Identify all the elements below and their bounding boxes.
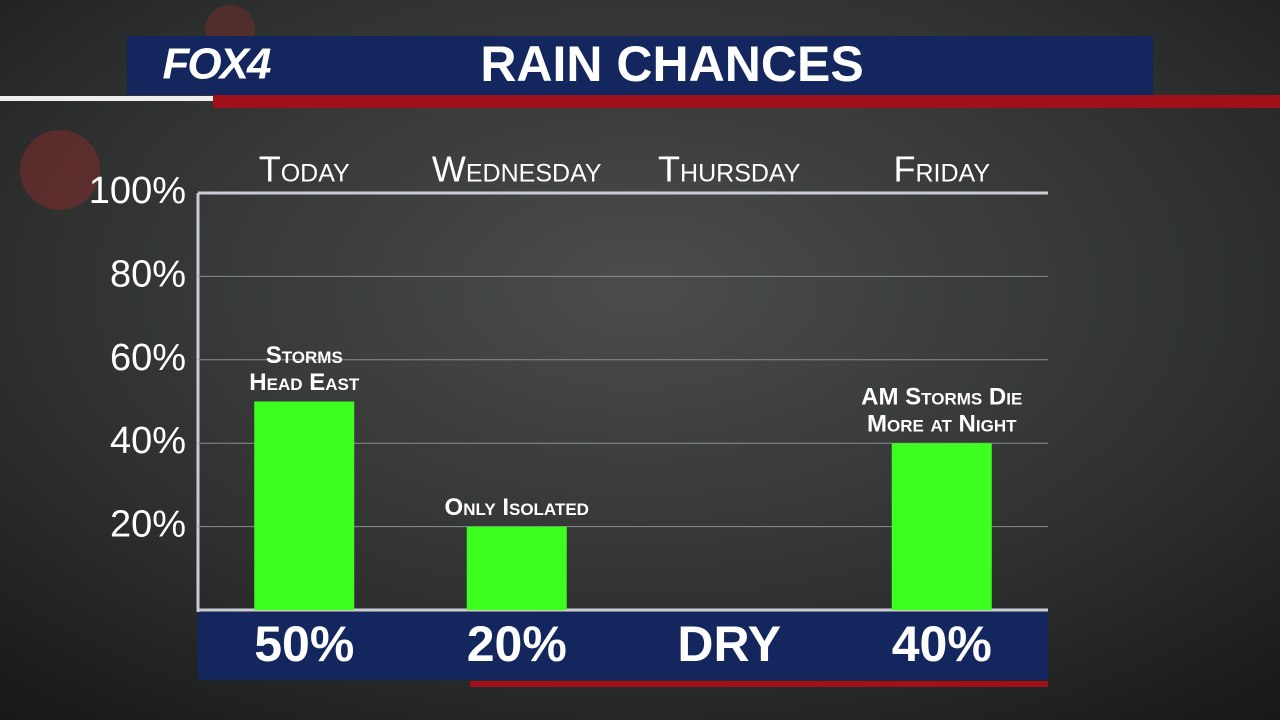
chart-title: RAIN CHANCES: [480, 36, 863, 92]
x-tick-label: Wednesday: [432, 149, 602, 190]
bar: [254, 401, 355, 610]
y-tick-label: 60%: [110, 337, 186, 379]
value-band-stripe: [470, 681, 1048, 687]
bokeh: [20, 130, 100, 210]
value-label: DRY: [677, 616, 781, 672]
y-tick-label: 40%: [110, 420, 186, 462]
annotation: Storms: [266, 342, 343, 369]
annotation: Only Isolated: [445, 494, 589, 521]
bar: [891, 443, 992, 610]
value-label: 40%: [892, 616, 992, 672]
y-tick-label: 80%: [110, 253, 186, 295]
logo: FOX4: [163, 40, 271, 89]
header-line: [0, 96, 213, 101]
header-stripe: [213, 95, 1280, 108]
x-tick-label: Thursday: [658, 149, 801, 190]
value-label: 50%: [254, 616, 354, 672]
y-tick-label: 20%: [110, 504, 186, 546]
annotation: AM Storms Die: [861, 384, 1022, 411]
header-bar: [127, 36, 1153, 95]
annotation: Head East: [249, 369, 360, 396]
y-tick-label: 100%: [89, 170, 186, 212]
value-label: 20%: [467, 616, 567, 672]
x-tick-label: Today: [259, 149, 350, 190]
bar: [466, 526, 567, 610]
value-band: [198, 612, 1048, 680]
annotation: More at Night: [867, 411, 1017, 438]
x-tick-label: Friday: [893, 149, 990, 190]
